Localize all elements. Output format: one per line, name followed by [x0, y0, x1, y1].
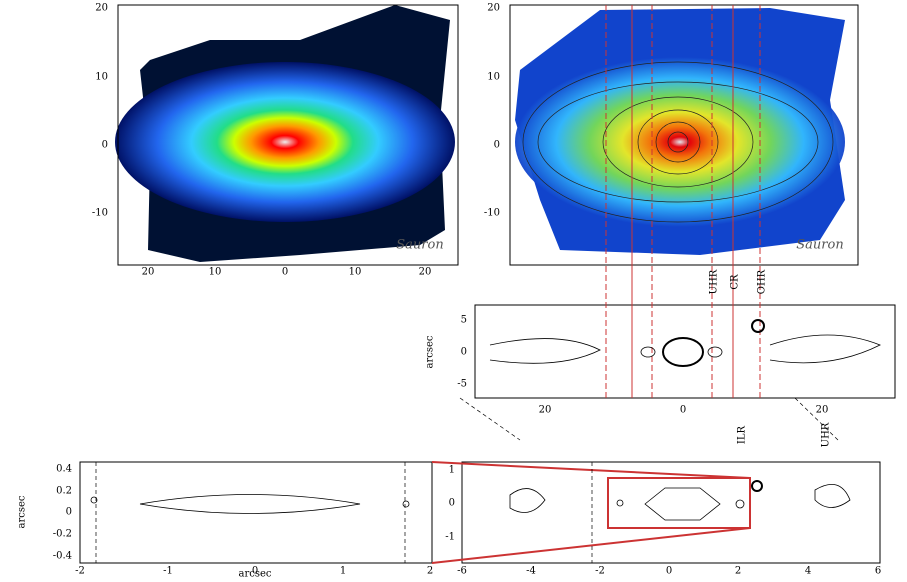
y-axis-label: arcsec	[425, 335, 436, 368]
y-tick-label: 0	[102, 140, 108, 151]
y-tick-label: -5	[457, 379, 467, 390]
y-tick-label: -10	[92, 208, 108, 219]
x-tick-label: 20	[816, 405, 829, 416]
x-tick-label: 0	[680, 405, 686, 416]
resonance-label: UHR	[709, 269, 720, 294]
y-tick-label: -0.2	[53, 529, 72, 540]
resonance-label: OHR	[757, 269, 768, 294]
y-tick-label: 10	[487, 72, 500, 83]
x-tick-label: 10	[209, 267, 222, 278]
x-tick-label: 6	[875, 566, 881, 577]
y-tick-label: 0	[494, 140, 500, 151]
x-tick-label: 20	[142, 267, 155, 278]
x-tick-label: 4	[805, 566, 811, 577]
contours	[90, 319, 881, 521]
x-tick-label: 0	[252, 566, 258, 577]
y-tick-label: 1	[449, 465, 455, 476]
y-tick-label: -10	[484, 208, 500, 219]
logo: Sauron	[396, 238, 443, 253]
x-tick-label: -1	[163, 566, 173, 577]
resonance-label: CR	[730, 274, 741, 290]
frame	[117, 4, 459, 266]
vel-map	[515, 57, 845, 227]
x-tick-label: 0	[282, 267, 288, 278]
resonance-label: ILR	[737, 425, 748, 444]
x-tick-label: 10	[349, 267, 362, 278]
y-tick-label: 10	[95, 72, 108, 83]
x-tick-label: 20	[539, 405, 552, 416]
x-tick-label: 20	[419, 267, 432, 278]
x-tick-label: -4	[526, 566, 536, 577]
x-tick-label: 1	[340, 566, 346, 577]
x-tick-label: 0	[666, 566, 672, 577]
y-tick-label: 0	[66, 507, 72, 518]
y-tick-label: 0	[461, 347, 467, 358]
y-tick-label: 20	[95, 3, 108, 14]
x-tick-label: -2	[595, 566, 605, 577]
maps	[115, 5, 845, 262]
flux-map	[115, 62, 455, 222]
frame	[509, 4, 859, 266]
frame	[79, 461, 433, 564]
frame	[474, 304, 896, 399]
y-tick-label: 5	[461, 315, 467, 326]
x-tick-label: 2	[427, 566, 433, 577]
y-tick-label: 0	[449, 498, 455, 509]
x-tick-label: -6	[457, 566, 467, 577]
y-tick-label: 20	[487, 3, 500, 14]
x-tick-label: -2	[75, 566, 85, 577]
y-axis-label: arcsec	[17, 495, 28, 528]
logo: Sauron	[796, 238, 843, 253]
x-tick-label: 2	[735, 566, 741, 577]
resonance-label: UHR	[821, 422, 832, 447]
y-tick-label: -0.4	[53, 551, 72, 562]
frame	[461, 461, 881, 564]
y-tick-label: 0.4	[56, 464, 72, 475]
x-axis-label: arcsec	[239, 569, 272, 579]
y-tick-label: -1	[445, 532, 455, 543]
y-tick-label: 0.2	[56, 486, 72, 497]
